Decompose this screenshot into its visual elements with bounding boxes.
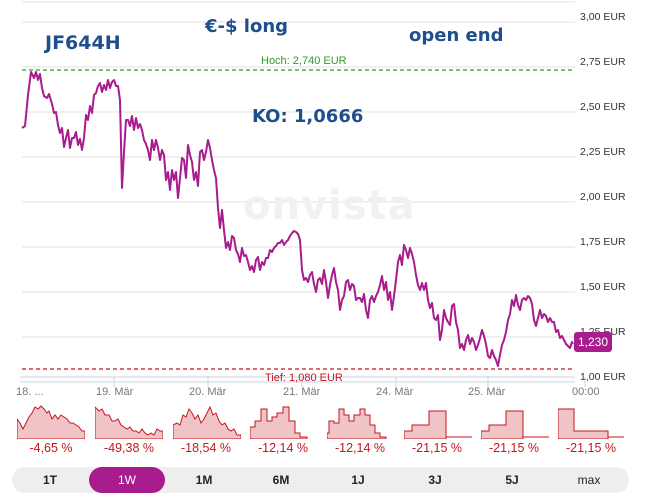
x-tick-label: 00:00 — [572, 386, 600, 398]
y-tick-label: 2,25 EUR — [580, 146, 626, 158]
low-label: Tief: 1,080 EUR — [265, 372, 343, 384]
high-label: Hoch: 2,740 EUR — [261, 55, 347, 67]
range-selector: 1T 1W 1M 6M 1J 3J 5J max — [12, 467, 629, 493]
performance-3j: -21,15 % — [411, 441, 463, 455]
y-tick-label: 2,75 EUR — [580, 56, 626, 68]
range-button-3j[interactable]: 3J — [428, 473, 442, 487]
sparkline-1w[interactable] — [95, 405, 163, 439]
range-button-max[interactable]: max — [577, 473, 601, 487]
sparkline-1m[interactable] — [173, 405, 241, 439]
gridlines — [22, 1, 575, 338]
performance-1j: -12,14 % — [334, 441, 386, 455]
range-button-1t[interactable]: 1T — [42, 473, 57, 487]
x-tick-label: 24. Mär — [376, 386, 414, 398]
y-tick-label: 3,00 EUR — [580, 11, 626, 23]
performance-1t: -4,65 % — [29, 441, 73, 455]
range-button-1m[interactable]: 1M — [195, 473, 213, 487]
performance-max: -21,15 % — [565, 441, 617, 455]
performance-6m: -12,14 % — [257, 441, 309, 455]
x-tick-label: 21. Mär — [283, 386, 321, 398]
performance-1w: -49,38 % — [103, 441, 155, 455]
performance-5j: -21,15 % — [488, 441, 540, 455]
last-price-badge: 1,230 — [574, 332, 612, 352]
sparkline-1j[interactable] — [327, 405, 395, 439]
y-tick-label: 2,00 EUR — [580, 191, 626, 203]
y-tick-label: 1,00 EUR — [580, 371, 626, 383]
range-button-5j[interactable]: 5J — [505, 473, 519, 487]
price-line — [21, 71, 574, 367]
product-annotation: €-$ long — [205, 16, 289, 37]
sparkline-1t[interactable] — [17, 405, 85, 439]
sparkline-6m[interactable] — [250, 405, 318, 439]
sparkline-max[interactable] — [558, 405, 626, 439]
y-tick-label: 1,50 EUR — [580, 281, 626, 293]
y-tick-label: 1,75 EUR — [580, 236, 626, 248]
sparkline-5j[interactable] — [481, 405, 549, 439]
knockout-annotation: KO: 1,0666 — [252, 106, 364, 127]
x-tick-label: 25. Mär — [468, 386, 506, 398]
watermark-logo: onvista — [243, 183, 416, 229]
range-button-1j[interactable]: 1J — [351, 473, 365, 487]
term-annotation: open end — [409, 25, 504, 46]
x-tick-label: 20. Mär — [189, 386, 227, 398]
y-tick-label: 2,50 EUR — [580, 101, 626, 113]
sparkline-3j[interactable] — [404, 405, 472, 439]
x-axis — [20, 376, 586, 387]
range-button-1w[interactable]: 1W — [89, 467, 165, 493]
x-tick-label: 18. ... — [16, 386, 44, 398]
performance-1m: -18,54 % — [180, 441, 232, 455]
range-button-6m[interactable]: 6M — [272, 473, 290, 487]
x-tick-label: 19. Mär — [96, 386, 134, 398]
ticker-annotation: JF644H — [45, 32, 121, 54]
